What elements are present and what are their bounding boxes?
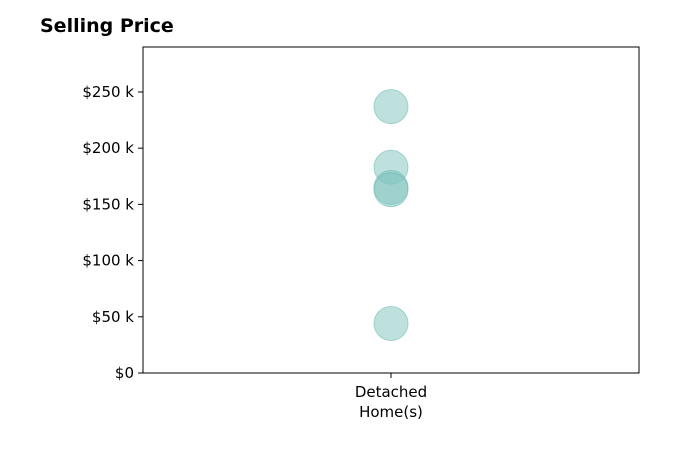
y-tick-label: $50 k (92, 308, 134, 326)
data-point (373, 172, 409, 208)
y-tick-label: $250 k (82, 83, 134, 101)
chart-title: Selling Price (40, 15, 174, 37)
y-tick-label: $200 k (82, 139, 134, 157)
data-point (373, 89, 409, 125)
y-tick-label: $100 k (82, 252, 134, 270)
data-point (373, 306, 409, 342)
plot-area: $0 $50 k $100 k $150 k $200 k $250 k Detached H… (82, 46, 640, 421)
x-tick-label: Detached Home(s) (355, 383, 427, 421)
y-tick-label: $150 k (82, 195, 134, 213)
y-tick-label: $0 (115, 364, 134, 382)
